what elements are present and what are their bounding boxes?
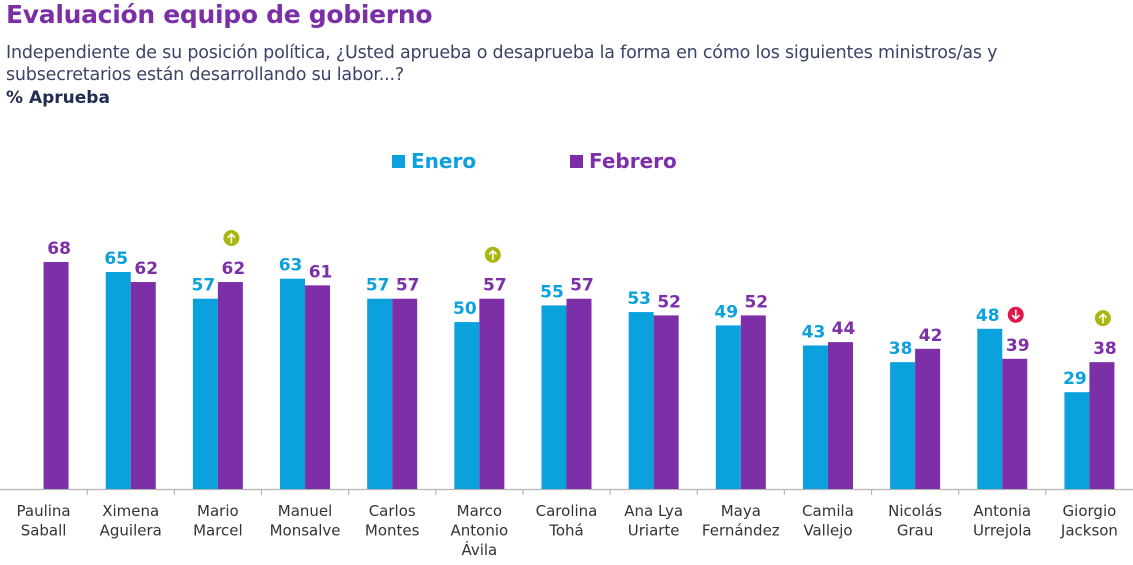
category-label: Fernández	[702, 522, 780, 540]
bar-enero	[890, 362, 916, 489]
bar-febrero	[915, 348, 941, 489]
value-label-enero: 57	[192, 276, 216, 296]
value-label-febrero: 68	[47, 239, 71, 259]
value-label-enero: 63	[279, 256, 303, 276]
value-label-enero: 48	[976, 306, 1000, 326]
legend-item-enero: Enero	[392, 148, 476, 174]
category-label: Uriarte	[628, 522, 680, 540]
category-label: Paulina	[17, 502, 71, 520]
value-label-febrero: 57	[483, 276, 507, 296]
bar-enero	[541, 305, 567, 489]
bar-febrero	[566, 298, 592, 489]
category-label: Saball	[21, 522, 67, 540]
arrow-down-icon	[1007, 306, 1024, 323]
legend-swatch-febrero	[570, 154, 583, 168]
category-label: Carlos	[369, 502, 416, 520]
question-text: Independiente de su posición política, ¿…	[6, 43, 998, 85]
value-label-febrero: 42	[919, 326, 943, 346]
category-label: Ana Lya	[624, 502, 683, 520]
value-label-febrero: 44	[832, 319, 856, 339]
arrow-up-icon	[223, 230, 240, 247]
chart-title: Evaluación equipo de gobierno	[6, 0, 433, 29]
bar-enero	[802, 345, 828, 489]
arrow-up-icon	[1094, 310, 1111, 327]
category-label: Jackson	[1060, 522, 1118, 540]
bar-febrero	[653, 315, 679, 489]
bar-febrero	[1002, 358, 1028, 489]
category-label: Monsalve	[270, 522, 341, 540]
category-label: Grau	[897, 522, 934, 540]
value-label-febrero: 62	[134, 259, 158, 279]
bar-enero	[454, 322, 480, 489]
bar-febrero	[1089, 362, 1115, 489]
category-label: Marco	[457, 502, 502, 520]
value-label-febrero: 57	[396, 276, 420, 296]
bar-febrero	[827, 342, 853, 489]
value-label-febrero: 61	[309, 262, 333, 282]
legend-swatch-enero	[392, 154, 405, 168]
category-label: Camila	[802, 502, 854, 520]
bar-enero	[1064, 392, 1090, 489]
bar-febrero	[740, 315, 766, 489]
category-label: Marcel	[193, 522, 243, 540]
category-label: Nicolás	[888, 502, 942, 520]
bar-enero	[192, 298, 218, 489]
legend-item-febrero: Febrero	[570, 148, 677, 174]
bar-febrero	[479, 298, 505, 489]
legend-label-enero: Enero	[411, 149, 477, 173]
measure-label: % Aprueba	[6, 88, 110, 108]
category-label: Maya	[721, 502, 761, 520]
value-label-enero: 50	[453, 299, 477, 319]
bar-enero	[105, 272, 131, 489]
bar-enero	[715, 325, 741, 489]
value-label-febrero: 38	[1093, 339, 1117, 359]
value-label-febrero: 62	[222, 259, 246, 279]
bar-enero	[977, 328, 1003, 489]
category-label: Vallejo	[803, 522, 852, 540]
value-label-febrero: 39	[1006, 336, 1030, 356]
category-label: Urrejola	[973, 522, 1032, 540]
arrow-up-icon	[484, 246, 501, 263]
value-label-enero: 49	[714, 302, 738, 322]
category-label: Carolina	[536, 502, 598, 520]
bar-enero	[367, 298, 393, 489]
bar-enero	[280, 278, 306, 489]
bar-enero	[628, 312, 654, 489]
value-label-febrero: 57	[570, 276, 594, 296]
value-label-enero: 43	[802, 322, 826, 342]
category-label: Antonia	[973, 502, 1031, 520]
legend-label-febrero: Febrero	[589, 149, 677, 173]
value-label-febrero: 52	[744, 292, 768, 312]
bar-febrero	[392, 298, 418, 489]
bar-febrero	[305, 285, 331, 489]
category-label: Ximena	[102, 502, 159, 520]
bar-febrero	[130, 282, 156, 489]
category-label: Tohá	[548, 522, 584, 540]
category-label: Ávila	[461, 540, 497, 559]
value-label-enero: 29	[1063, 369, 1087, 389]
value-label-enero: 65	[104, 249, 128, 269]
category-label: Montes	[365, 522, 420, 540]
value-label-febrero: 52	[657, 292, 681, 312]
value-label-enero: 55	[540, 282, 564, 302]
value-label-enero: 53	[627, 289, 651, 309]
value-label-enero: 38	[889, 339, 913, 359]
category-label: Aguilera	[100, 522, 162, 540]
category-label: Antonio	[451, 522, 509, 540]
bar-febrero	[43, 262, 69, 489]
category-label: Giorgio	[1063, 502, 1117, 520]
value-label-enero: 57	[366, 276, 390, 296]
category-label: Mario	[197, 502, 239, 520]
category-label: Manuel	[278, 502, 333, 520]
bar-febrero	[217, 282, 243, 489]
